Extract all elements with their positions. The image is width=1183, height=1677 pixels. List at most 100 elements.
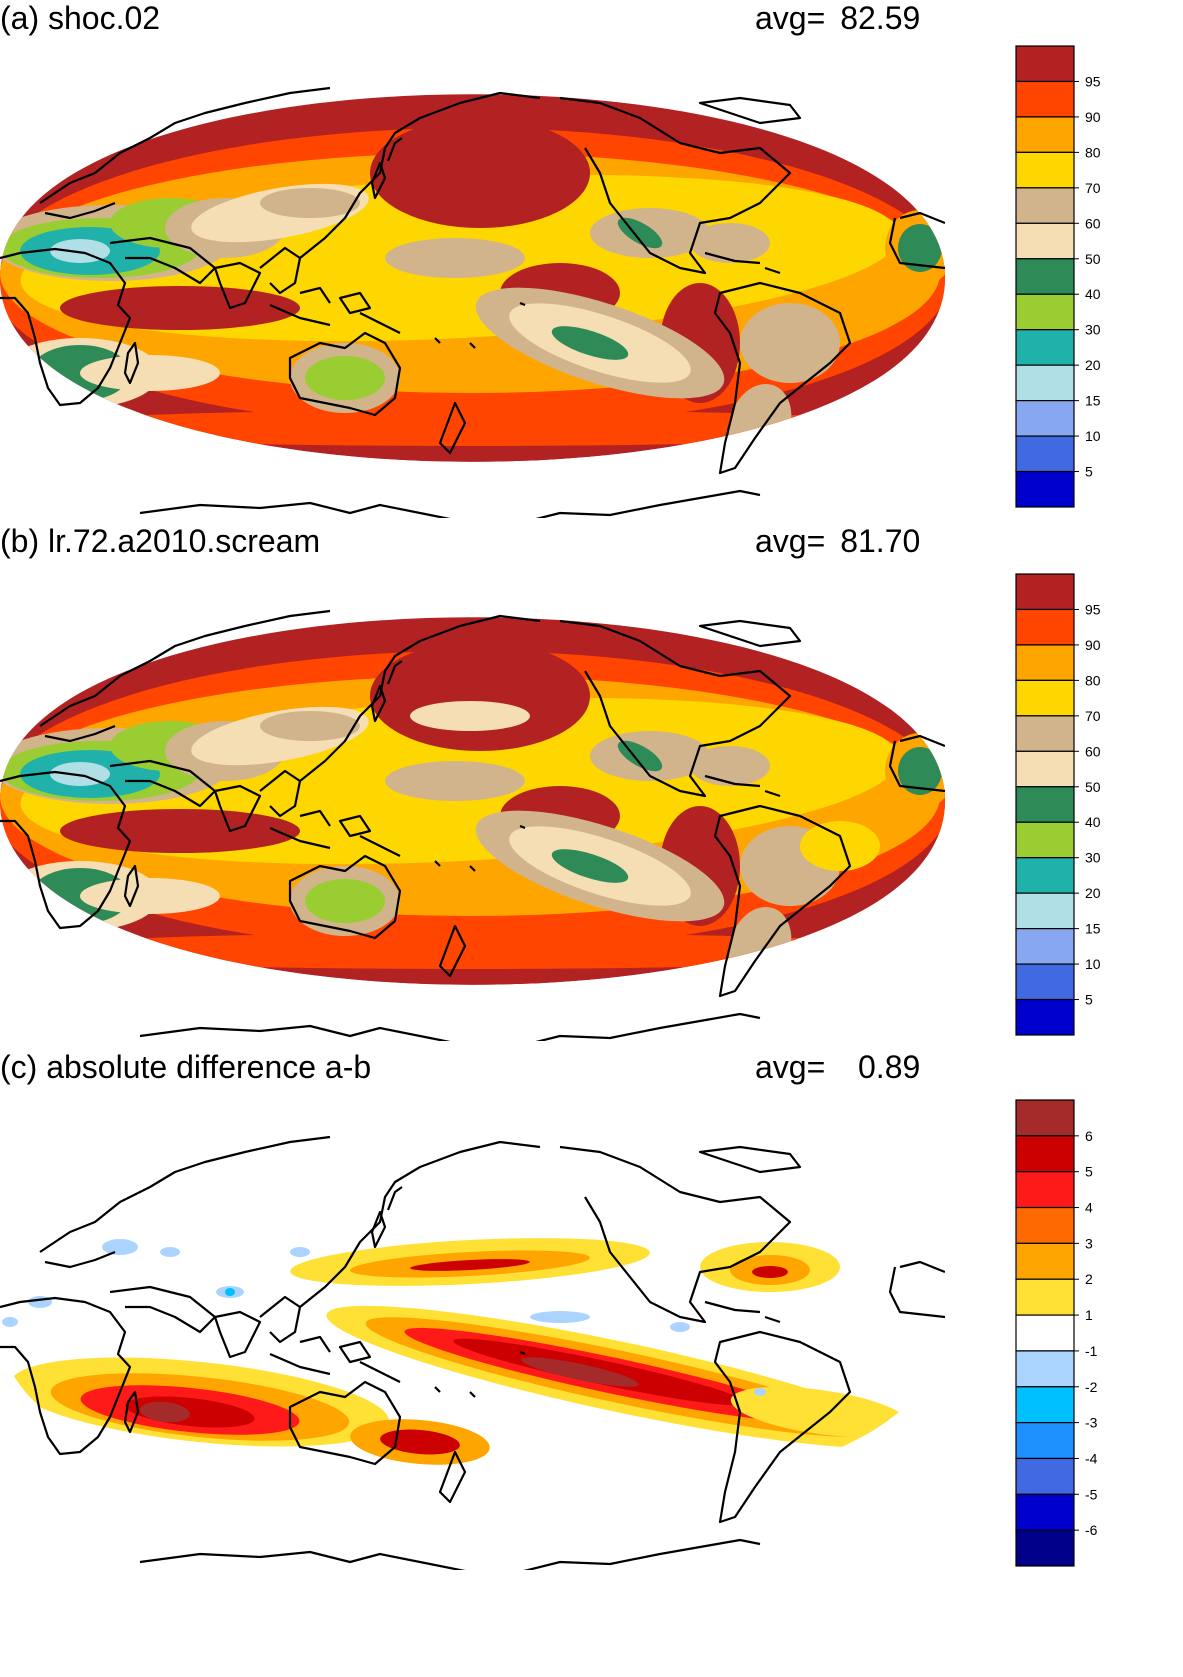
field-layer: [0, 1143, 945, 1511]
field-region: [0, 410, 940, 446]
coastline: [269, 1352, 331, 1376]
map-panel-b: [0, 609, 945, 1041]
coastline: [698, 619, 802, 648]
coastline: [299, 1335, 331, 1353]
avg-value: 82.59: [840, 0, 921, 36]
colorbar-swatch: [1015, 1314, 1075, 1352]
colorbar-label: 50: [1085, 251, 1101, 267]
colorbar-label: 4: [1085, 1200, 1093, 1216]
coastline: [519, 1350, 526, 1356]
colorbar-swatch: [1015, 892, 1075, 930]
colorbar-swatch: [1015, 364, 1075, 402]
field-region: [290, 1247, 310, 1257]
colorbar-label: -6: [1085, 1522, 1098, 1538]
coastlines: [0, 1135, 945, 1570]
coastline: [438, 1450, 467, 1504]
field-region: [370, 118, 590, 228]
field-region: [80, 878, 220, 914]
coastline: [109, 236, 217, 285]
coastline: [899, 211, 945, 225]
colorbar-label: 80: [1085, 672, 1101, 688]
colorbar-label: 10: [1085, 428, 1101, 444]
coastline: [764, 789, 781, 798]
average-readout: avg= 81.70: [755, 523, 920, 559]
field-region: [160, 1247, 180, 1257]
colorbar-label: 60: [1085, 215, 1101, 231]
coastline: [39, 86, 331, 204]
coastline: [39, 1135, 331, 1253]
colorbar-label: -1: [1085, 1343, 1098, 1359]
colorbar-label: 15: [1085, 393, 1101, 409]
field-layer: [0, 94, 945, 462]
coastline: [288, 1380, 402, 1466]
field-region: [260, 188, 360, 218]
avg-value: 0.89: [858, 1049, 921, 1085]
coastline: [370, 1210, 387, 1249]
field-region: [2, 1317, 18, 1327]
coastline: [764, 1315, 781, 1324]
colorbar-label: 20: [1085, 885, 1101, 901]
panel-title: (c) absolute difference a-b: [0, 1049, 372, 1085]
colorbar-panel-b: 95 90 80 70 60 50 40 30 20 15 10 5: [1015, 573, 1145, 1043]
colorbar-label: 90: [1085, 109, 1101, 125]
colorbar-swatch: [1015, 1386, 1075, 1424]
coastline: [559, 619, 792, 798]
coastline: [299, 809, 331, 827]
panel-a: (a) shoc.02 avg= 82.59 95 90 80 70 60 50 40 30 20…: [0, 0, 1183, 520]
colorbar-label: 5: [1085, 464, 1093, 480]
field-region: [260, 711, 360, 741]
panel-c: (c) absolute difference a-b avg= 0.89 6 5 4…: [0, 1049, 1183, 1674]
coastline: [288, 854, 402, 940]
coastline: [704, 1300, 761, 1314]
field-layer: [0, 617, 945, 985]
coastlines: [0, 86, 945, 518]
average-readout: avg= 0.89: [755, 1049, 920, 1085]
coastline: [523, 1538, 761, 1570]
map-panel-c: [0, 1135, 945, 1570]
colorbar-label: 2: [1085, 1271, 1093, 1287]
colorbar-swatch: [1015, 293, 1075, 331]
coastline: [438, 924, 467, 978]
coastline: [259, 1295, 302, 1344]
colorbar-label: 50: [1085, 779, 1101, 795]
coastline: [888, 740, 945, 793]
coastline: [44, 1250, 116, 1269]
field-region: [140, 1401, 190, 1423]
colorbar-svg: 95 90 80 70 60 50 40 30 20 15 10 5: [1015, 573, 1101, 1036]
colorbar-label: 40: [1085, 814, 1101, 830]
field-region: [690, 223, 770, 263]
avg-label: avg=: [755, 1049, 826, 1085]
field-region: [385, 238, 525, 278]
coastline: [338, 814, 372, 838]
coastline: [213, 784, 262, 833]
colorbar-swatch: [1015, 857, 1075, 894]
colorbar-label: 40: [1085, 286, 1101, 302]
colorbar-label: 10: [1085, 956, 1101, 972]
coastline: [370, 161, 387, 200]
colorbar-swatch: [1015, 573, 1075, 611]
coastline: [259, 769, 302, 818]
colorbar-label: 5: [1085, 1164, 1093, 1180]
colorbar-svg: 95 90 80 70 60 50 40 30 20 15 10 5: [1015, 45, 1101, 508]
coastline: [44, 724, 116, 743]
coastline: [519, 824, 526, 830]
field-region: [530, 1311, 590, 1323]
colorbar-swatch: [1015, 1206, 1075, 1244]
coastline: [764, 266, 781, 275]
coastline: [713, 804, 852, 998]
coastline: [899, 1260, 945, 1274]
coastline: [386, 660, 403, 685]
colorbar-label: 3: [1085, 1235, 1093, 1251]
coastline: [359, 312, 401, 334]
coastline: [109, 1285, 217, 1334]
colorbar-label: 90: [1085, 637, 1101, 653]
coastline: [698, 1145, 802, 1174]
field-region: [898, 224, 942, 272]
colorbar-swatch: [1015, 644, 1075, 681]
colorbar-swatch: [1015, 1135, 1075, 1173]
colorbar-swatch: [1015, 715, 1075, 752]
coastline: [269, 826, 331, 850]
coastline: [469, 342, 476, 349]
coastline: [713, 1330, 852, 1524]
coastline: [535, 1012, 761, 1041]
